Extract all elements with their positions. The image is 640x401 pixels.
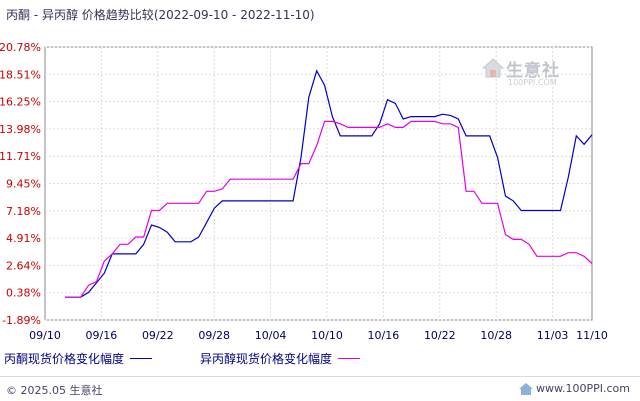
x-tick-label: 10/04: [255, 329, 287, 342]
legend-label-isopropanol: 异丙醇现货价格变化幅度: [200, 352, 333, 366]
price-trend-chart: 20.78% 18.51% 16.25% 13.98% 11.71% 9.45% 7.18%…: [0, 41, 608, 342]
y-tick-label: 11.71%: [0, 150, 41, 163]
legend-item-acetone: 丙酮现货价格变化幅度: [4, 350, 153, 367]
watermark-house-icon: [482, 58, 504, 78]
y-tick-label: -1.89%: [2, 314, 41, 327]
series-line-1: [65, 69, 593, 298]
x-tick-label: 10/16: [368, 329, 400, 342]
x-tick-label: 11/10: [576, 329, 608, 342]
y-tick-label: 4.91%: [6, 232, 41, 245]
title-subject: 价格趋势比较: [81, 8, 154, 22]
x-tick-label: 10/22: [424, 329, 456, 342]
x-tick-label: 10/10: [311, 329, 343, 342]
y-tick-label: 16.25%: [0, 96, 41, 109]
legend-label-acetone: 丙酮现货价格变化幅度: [4, 352, 125, 366]
x-tick-label: 09/16: [86, 329, 118, 342]
watermark-url: 100PPI.COM: [508, 78, 557, 87]
y-tick-label: 9.45%: [6, 178, 41, 191]
x-tick-label: 10/28: [480, 329, 512, 342]
series-line-2: [65, 120, 593, 298]
house-icon: [519, 382, 534, 395]
watermark-brand: 生意社: [506, 61, 560, 81]
footer-site-link[interactable]: www.100PPI.com: [519, 382, 630, 395]
legend-swatch-isopropanol: [338, 358, 361, 359]
y-tick-label: 2.64%: [6, 259, 41, 272]
title-date-range: (2022-09-10 - 2022-11-10): [153, 8, 315, 22]
legend-swatch-acetone: [130, 358, 153, 359]
footer: © 2025.05 生意社 www.100PPI.com: [0, 376, 640, 401]
x-tick-label: 11/03: [537, 329, 569, 342]
x-tick-label: 09/10: [29, 329, 61, 342]
x-tick-label: 09/22: [142, 329, 174, 342]
y-tick-label: 18.51%: [0, 68, 41, 81]
y-tick-label: 7.18%: [6, 205, 41, 218]
title-products: 丙酮 - 异丙醇: [6, 8, 78, 22]
y-tick-label: 20.78%: [0, 41, 41, 54]
legend-item-isopropanol: 异丙醇现货价格变化幅度: [200, 350, 361, 367]
footer-copyright: © 2025.05 生意社: [6, 384, 103, 397]
footer-site: www.100PPI.com: [536, 382, 630, 395]
y-tick-label: 13.98%: [0, 123, 41, 136]
y-tick-label: 0.38%: [6, 287, 41, 300]
chart-title: 丙酮 - 异丙醇 价格趋势比较(2022-09-10 - 2022-11-10): [6, 6, 315, 23]
x-tick-label: 09/28: [198, 329, 230, 342]
